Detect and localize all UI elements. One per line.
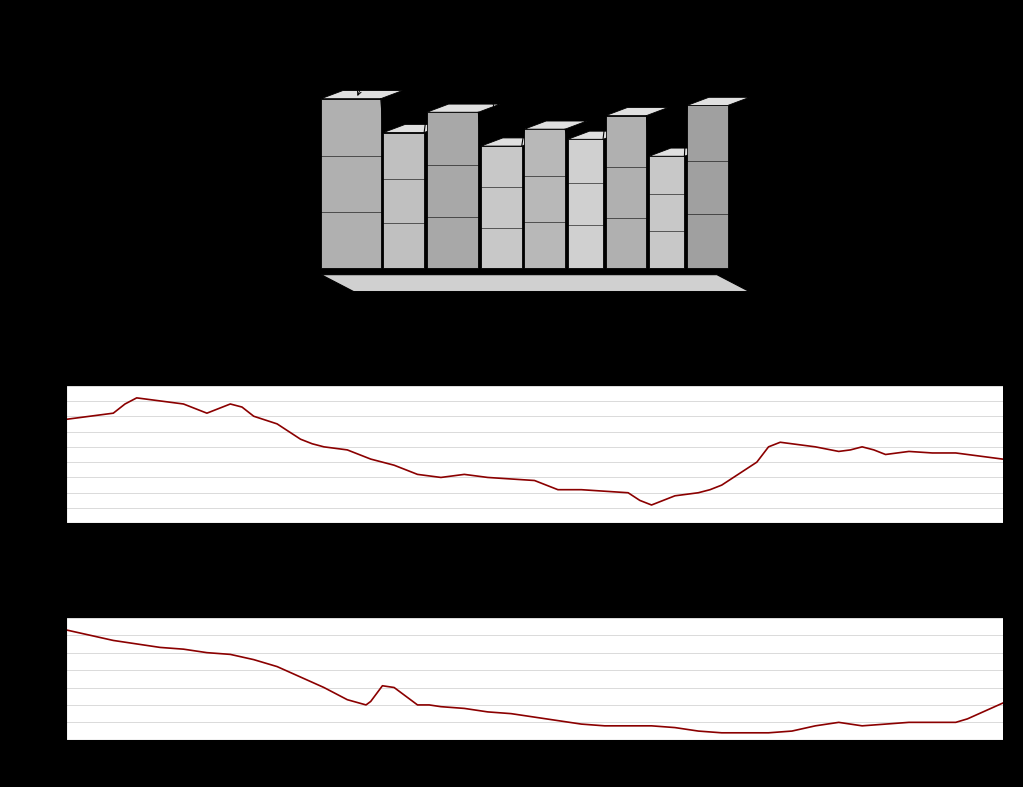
Polygon shape (481, 146, 522, 268)
Text: c): c) (10, 649, 34, 669)
Polygon shape (427, 113, 479, 268)
Y-axis label: )
m
(
e
d
a
t
i
t
l
A: ) m ( e d a t i t l A (31, 615, 41, 742)
Polygon shape (384, 132, 425, 268)
Polygon shape (568, 131, 625, 139)
Title: Perfil topográfico C-D (N/S)
Área central do Grabén do Rio Mamanguape (alto curs: Perfil topográfico C-D (N/S) Área centra… (322, 350, 747, 380)
Text: a): a) (51, 12, 77, 31)
Polygon shape (687, 105, 727, 268)
Polygon shape (606, 116, 647, 268)
Polygon shape (321, 275, 750, 291)
Polygon shape (650, 156, 684, 268)
Text: PROCESSOS ENDOGENÉTICOS NA FORMAÇÃO DO RELEVO: PROCESSOS ENDOGENÉTICOS NA FORMAÇÃO DO R… (298, 14, 746, 30)
X-axis label: Extensão do terreno (m): Extensão do terreno (m) (458, 764, 611, 778)
Polygon shape (525, 121, 587, 129)
Polygon shape (321, 98, 381, 268)
Text: HORST: HORST (435, 57, 469, 102)
Text: BLOCO BASCULADO: BLOCO BASCULADO (392, 33, 490, 119)
Text: b): b) (10, 425, 36, 445)
Polygon shape (525, 129, 565, 268)
Polygon shape (568, 139, 604, 268)
Text: ESCARPA DE FALHA MONOCLINAL: ESCARPA DE FALHA MONOCLINAL (538, 55, 702, 65)
Polygon shape (650, 148, 706, 156)
Y-axis label: )
m
(
e
d
a
t
i
t
l
A: ) m ( e d a t i t l A (31, 391, 41, 518)
Text: ESCARPA DE FALHA: ESCARPA DE FALHA (326, 50, 421, 95)
Polygon shape (606, 108, 668, 116)
Polygon shape (321, 91, 402, 98)
Title: Perfil topográfico A-B (N/S)
Área central do Grabén do Rio Mamanguape (médio cur: Perfil topográfico A-B (N/S) Área centra… (314, 582, 755, 612)
Polygon shape (427, 104, 500, 113)
Polygon shape (481, 138, 543, 146)
Text: GRABEN: GRABEN (468, 80, 508, 135)
Polygon shape (384, 124, 446, 132)
Text: Sistema de falhas.: Sistema de falhas. (386, 304, 527, 319)
Polygon shape (687, 98, 750, 105)
X-axis label: Extensão do Terreno (m): Extensão do Terreno (m) (457, 548, 612, 561)
